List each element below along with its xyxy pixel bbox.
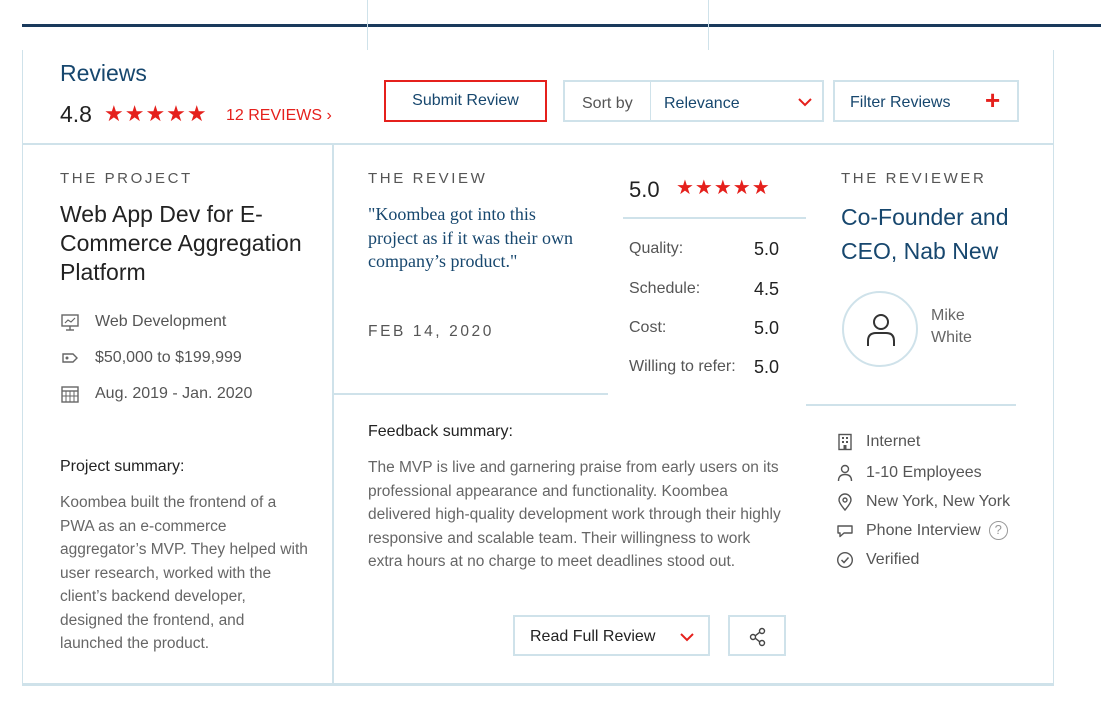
rating-value: 5.0 [754,318,780,338]
reviews-card [22,50,1054,684]
section-divider [806,404,1016,406]
top-accent-line [22,24,1101,27]
chevron-down-icon [798,98,812,107]
reviewer-name: Mike White [931,307,972,346]
rating-label: Schedule: [629,280,701,297]
submit-review-button[interactable]: Submit Review [384,80,547,122]
read-full-review-label: Read Full Review [530,628,656,645]
project-dates: Aug. 2019 - Jan. 2020 [60,385,252,403]
help-icon[interactable]: ? [988,521,1008,540]
overall-stars: ★★★★★ [104,101,208,126]
tab-divider [367,0,368,50]
building-icon [838,433,852,451]
reviewer-section-label: THE REVIEWER [841,170,987,187]
review-section-label: THE REVIEW [368,170,488,187]
chat-bubble-icon [837,524,853,537]
review-date: FEB 14, 2020 [368,323,494,340]
calendar-icon [61,386,79,403]
user-icon [867,314,895,346]
company-size-text: 1-10 Employees [866,464,982,481]
location-pin-icon [838,493,852,511]
review-score: 5.0 [629,177,660,202]
rating-label: Quality: [629,240,684,257]
price-tag-icon [62,353,78,363]
budget-text: $50,000 to $199,999 [95,349,242,366]
rating-label: Willing to refer: [629,358,736,375]
top-tab-bar [22,0,1101,50]
rating-quality: Quality: 5.0 [629,239,789,259]
read-full-review-button[interactable]: Read Full Review [513,615,710,656]
rating-divider [623,217,806,219]
project-title: Web App Dev for E-Commerce Aggregation P… [60,201,302,285]
avatar [842,291,918,367]
card-bottom-border [22,683,1054,686]
section-divider [22,143,1054,145]
project-section-label: THE PROJECT [60,170,193,187]
rating-value: 4.5 [754,279,780,299]
rating-schedule: Schedule: 4.5 [629,279,789,299]
reviewer-interview-type: Phone Interview ? [836,521,1008,540]
reviewer-industry: Internet [836,433,920,451]
review-stars: ★★★★★ [676,177,771,199]
industry-text: Internet [866,433,921,450]
feedback-summary-text: The MVP is live and garnering praise fro… [368,459,781,570]
filter-reviews-label: Filter Reviews [850,94,951,111]
share-button[interactable] [728,615,786,656]
sort-select[interactable]: Sort by Relevance [563,80,824,122]
dates-text: Aug. 2019 - Jan. 2020 [95,385,253,402]
project-summary-text: Koombea built the frontend of a PWA as a… [60,494,308,652]
rating-willing-to-refer: Willing to refer: 5.0 [629,357,789,377]
rating-value: 5.0 [754,357,780,377]
presentation-icon [61,314,79,331]
reviewer-location: New York, New York [836,493,1010,511]
verified-text: Verified [866,551,920,568]
overall-rating: 4.8 [60,101,92,127]
review-quote: "Koombea got into this project as if it … [368,204,573,271]
sort-value: Relevance [664,95,740,112]
check-circle-icon [836,551,854,569]
sort-label: Sort by [582,95,633,112]
rating-cost: Cost: 5.0 [629,318,789,338]
reviewer-company-size: 1-10 Employees [836,464,982,482]
plus-icon: + [985,85,1001,115]
feedback-summary-heading: Feedback summary: [368,423,513,440]
project-budget: $50,000 to $199,999 [60,349,242,367]
review-count-link[interactable]: 12 REVIEWS › [226,107,332,124]
interview-text: Phone Interview [866,521,981,539]
tab-divider [708,0,709,50]
person-icon [837,464,853,482]
reviewer-title: Co-Founder and CEO, Nab New [841,204,1009,264]
location-text: New York, New York [866,493,1011,510]
chevron-down-icon [680,633,694,642]
column-divider [332,145,334,684]
rating-value: 5.0 [754,239,780,259]
project-summary-heading: Project summary: [60,458,185,475]
reviewer-verified: Verified [836,551,919,569]
filter-reviews-button[interactable]: Filter Reviews + [833,80,1019,122]
reviews-title: Reviews [60,60,147,86]
share-icon [749,627,766,647]
section-divider [334,393,608,395]
rating-label: Cost: [629,319,667,336]
project-service: Web Development [60,313,226,331]
service-text: Web Development [95,313,227,330]
sort-divider [650,82,651,120]
